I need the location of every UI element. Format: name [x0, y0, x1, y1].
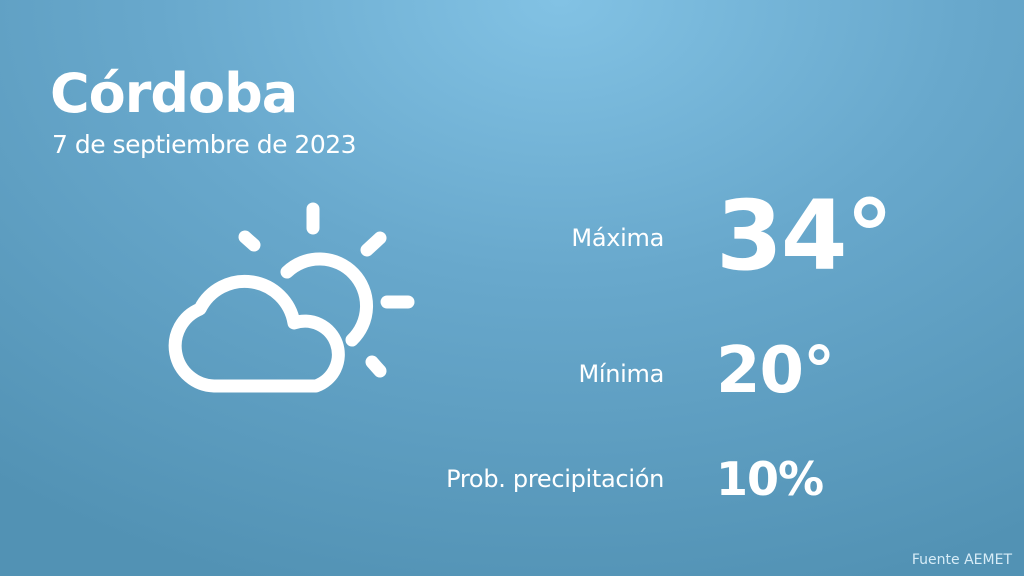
max-label: Máxima [571, 224, 664, 252]
forecast-date: 7 de septiembre de 2023 [52, 130, 357, 159]
sun-ray [365, 355, 387, 378]
source-credit: Fuente AEMET [911, 552, 1012, 568]
partly-cloudy-icon [168, 202, 415, 393]
min-label: Mínima [578, 360, 664, 388]
min-value: 20° [716, 334, 835, 408]
sun-arc [280, 252, 373, 347]
sun-ray [238, 230, 261, 252]
city-title: Córdoba [50, 62, 298, 125]
max-value: 34° [716, 180, 894, 292]
sun-ray [360, 231, 387, 257]
cloud-shape [168, 274, 345, 393]
precip-value: 10% [716, 452, 824, 506]
precip-label: Prob. precipitación [446, 465, 664, 493]
